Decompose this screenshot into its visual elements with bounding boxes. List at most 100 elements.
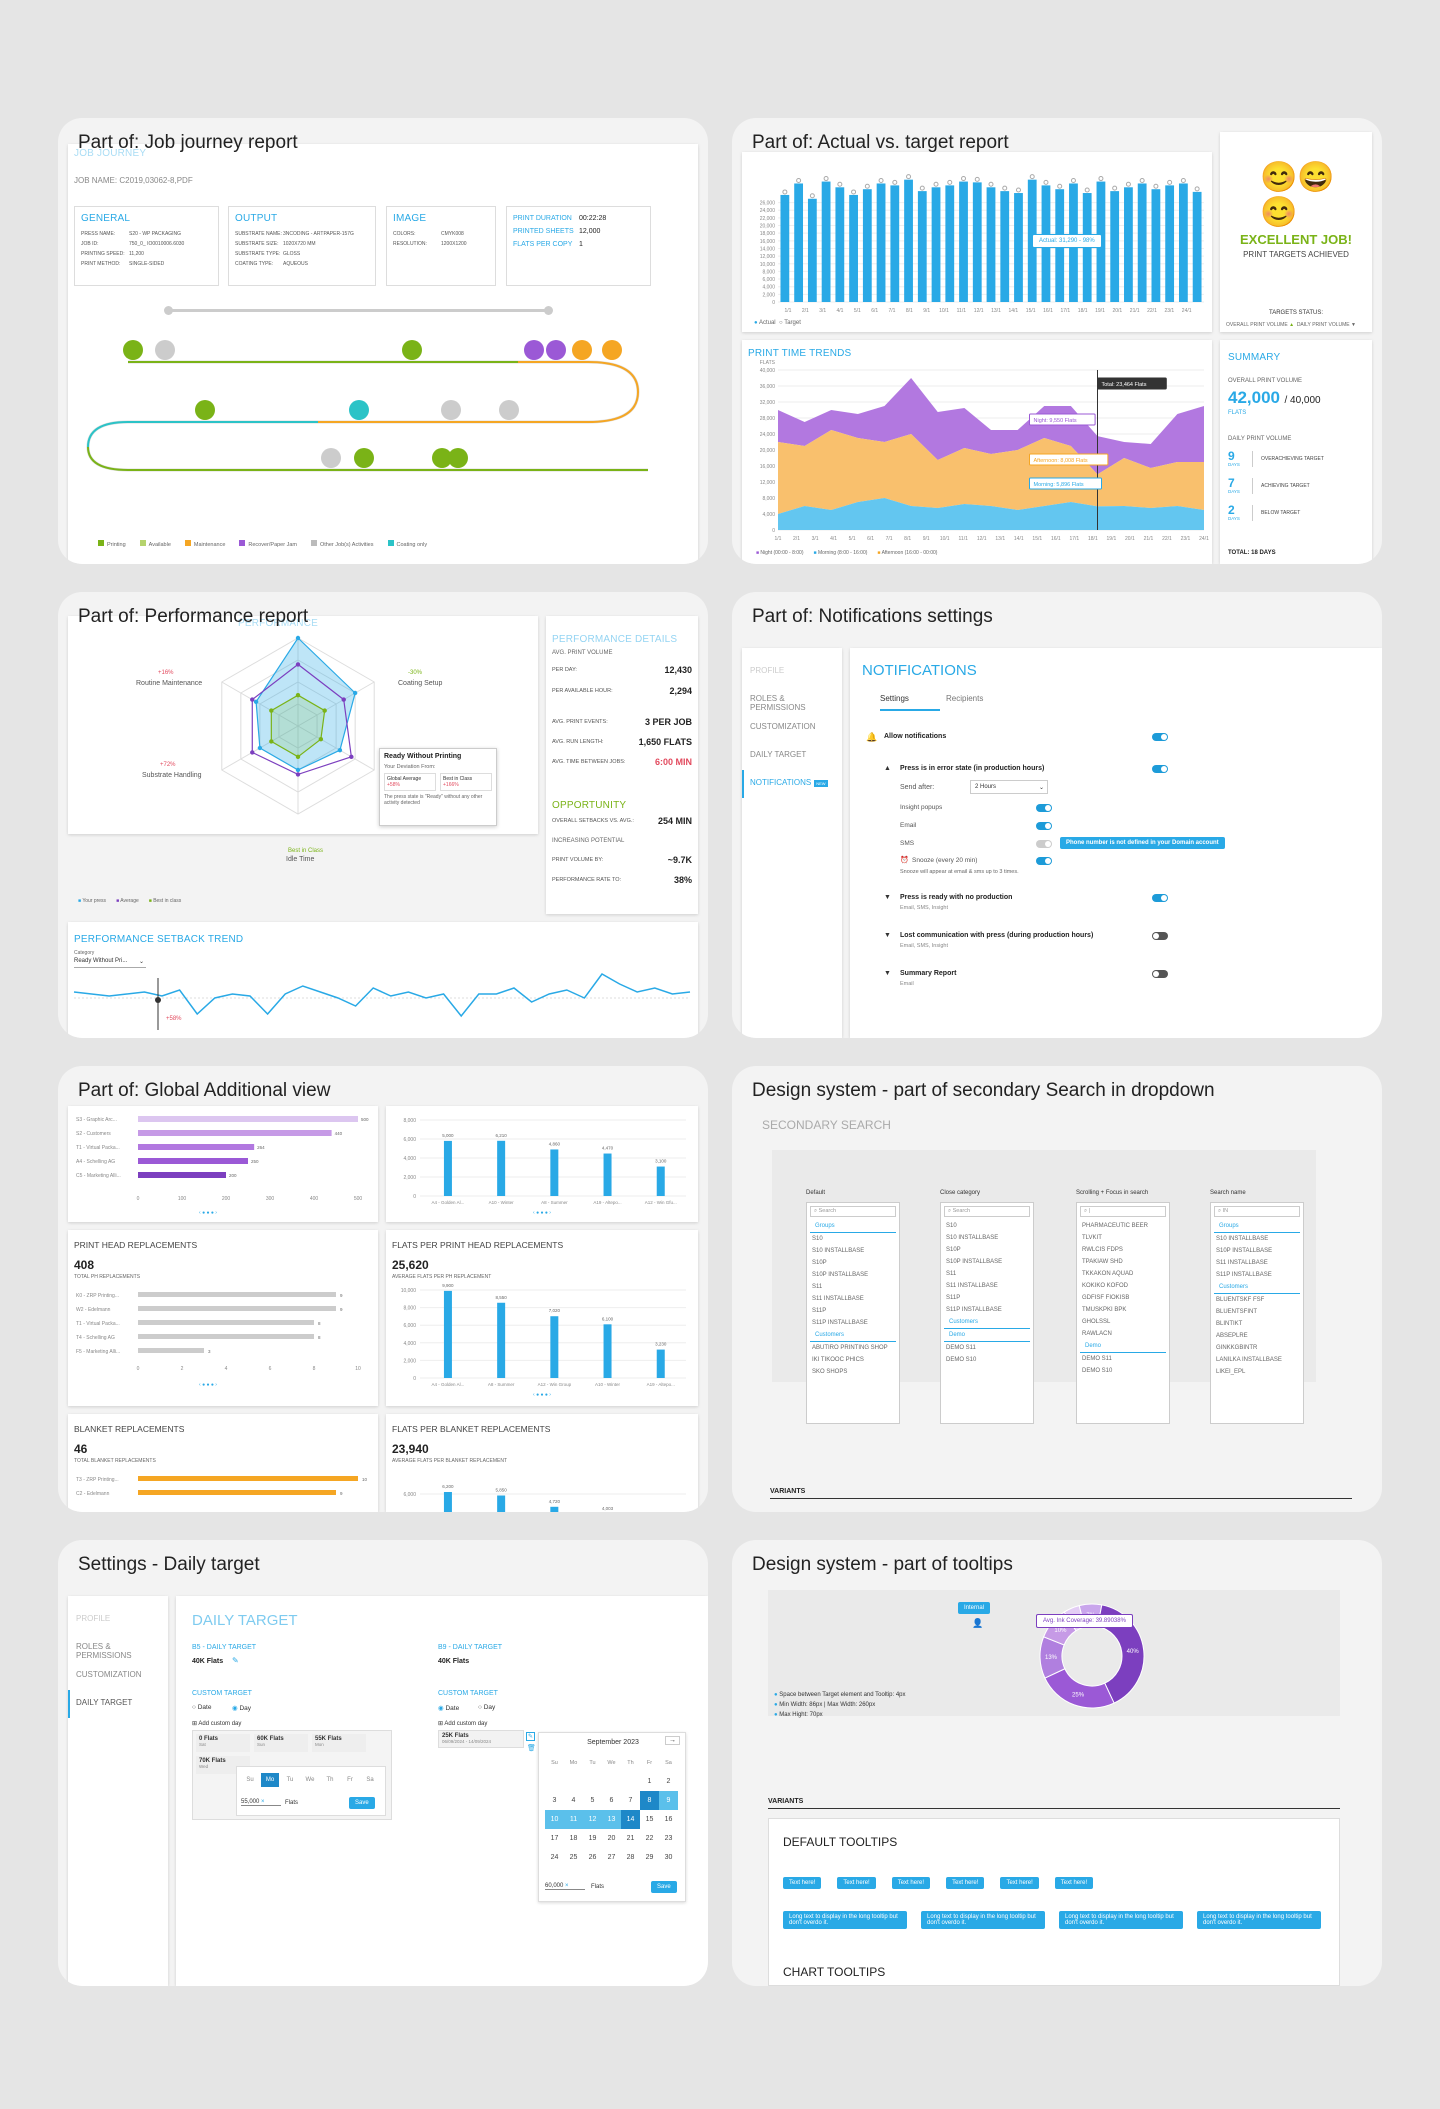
menu-item[interactable]: CUSTOMIZATION: [76, 1670, 142, 1679]
list-item[interactable]: TKKAKON AQUAD: [1082, 1271, 1134, 1277]
group-header[interactable]: Customers: [810, 1329, 896, 1342]
tab-settings[interactable]: Settings: [880, 694, 940, 711]
cal-day[interactable]: 7: [628, 1797, 633, 1804]
group-header[interactable]: Customers: [944, 1316, 1030, 1329]
list-item[interactable]: KOKIKO KOFOD: [1082, 1283, 1129, 1289]
cal-day[interactable]: 4: [571, 1797, 576, 1804]
allow-toggle[interactable]: [1152, 733, 1168, 741]
list-item[interactable]: S10: [812, 1236, 823, 1242]
cal-day[interactable]: 19: [588, 1835, 597, 1842]
insight-toggle[interactable]: [1036, 804, 1052, 812]
save-button[interactable]: Save: [349, 1797, 375, 1809]
list-item[interactable]: BLUENTSKF FSF: [1216, 1297, 1265, 1303]
menu-item[interactable]: DAILY TARGET: [68, 1690, 168, 1718]
list-item[interactable]: S10P: [946, 1247, 961, 1253]
list-item[interactable]: S10P INSTALLBASE: [1216, 1248, 1273, 1254]
list-item[interactable]: LIKEI_EPL: [1216, 1369, 1246, 1375]
error-toggle[interactable]: [1152, 765, 1168, 773]
list-item[interactable]: TPAKIAW SHD: [1082, 1259, 1123, 1265]
cal-day[interactable]: 27: [607, 1854, 616, 1861]
search-input[interactable]: ⌕ IN: [1214, 1206, 1300, 1217]
left-add-day[interactable]: ⊞ Add custom day: [192, 1721, 242, 1727]
scroll-handle-left[interactable]: [164, 306, 173, 315]
group-header[interactable]: Demo: [944, 1329, 1030, 1342]
cal-day[interactable]: 16: [664, 1816, 673, 1823]
send-after-select[interactable]: 2 Hours ⌄: [970, 780, 1048, 794]
list-item[interactable]: ABUTIRO PRINTING SHOP: [812, 1345, 888, 1351]
cal-day[interactable]: 13: [602, 1810, 621, 1829]
cal-save-button[interactable]: Save: [651, 1881, 677, 1893]
list-item[interactable]: S10 INSTALLBASE: [812, 1248, 865, 1254]
menu-item[interactable]: ROLES & PERMISSIONS: [76, 1642, 132, 1660]
list-item[interactable]: S10P INSTALLBASE: [812, 1272, 869, 1278]
cal-day[interactable]: 12: [583, 1810, 602, 1829]
list-item[interactable]: GDFISF FIOKISB: [1082, 1295, 1130, 1301]
category-select[interactable]: Ready Without Pri... ⌄: [74, 956, 146, 968]
day-option[interactable]: Fr: [347, 1777, 353, 1783]
cal-day[interactable]: 21: [626, 1835, 635, 1842]
right-radio-date[interactable]: ◉ Date: [438, 1705, 460, 1712]
sms-toggle[interactable]: [1036, 840, 1052, 848]
list-item[interactable]: RWLCIS FDPS: [1082, 1247, 1123, 1253]
pencil-icon[interactable]: ✎: [232, 1656, 239, 1665]
list-item[interactable]: BLUENTSFINT: [1216, 1309, 1258, 1315]
list-item[interactable]: DEMO S10: [1082, 1368, 1113, 1374]
snooze-toggle[interactable]: [1036, 857, 1052, 865]
day-option[interactable]: We: [305, 1777, 315, 1783]
list-item[interactable]: GINKKGBINTR: [1216, 1345, 1258, 1351]
group-header[interactable]: Customers: [1214, 1281, 1300, 1294]
group-header[interactable]: Demo: [1080, 1340, 1166, 1353]
search-input[interactable]: ⌕ |: [1080, 1206, 1166, 1217]
list-item[interactable]: S11P: [812, 1308, 827, 1314]
cal-day[interactable]: 14: [621, 1810, 640, 1829]
cal-day[interactable]: 23: [664, 1835, 673, 1842]
cal-day[interactable]: 5: [590, 1797, 595, 1804]
calendar-prev-icon[interactable]: →: [665, 1736, 680, 1745]
list-item[interactable]: DEMO S10: [946, 1357, 977, 1363]
day-option[interactable]: Sa: [366, 1777, 374, 1783]
notif-toggle[interactable]: [1152, 970, 1168, 978]
cal-day[interactable]: 9: [659, 1791, 678, 1810]
cal-day[interactable]: 18: [569, 1835, 578, 1842]
list-item[interactable]: ABSEPLRE: [1216, 1333, 1248, 1339]
list-item[interactable]: S10P: [812, 1260, 827, 1266]
target-chip[interactable]: 0 Flats Sat: [196, 1734, 250, 1752]
list-item[interactable]: S11: [812, 1284, 823, 1290]
list-item[interactable]: LANILKA INSTALLBASE: [1216, 1357, 1282, 1363]
list-item[interactable]: S11 INSTALLBASE: [812, 1296, 864, 1302]
list-item[interactable]: S11 INSTALLBASE: [946, 1283, 998, 1289]
cal-input[interactable]: 60,000 ×: [545, 1883, 585, 1890]
left-radio-date[interactable]: ○ Date: [192, 1704, 212, 1711]
cal-day[interactable]: 15: [645, 1816, 654, 1823]
daily-input[interactable]: 55,000 ×: [241, 1799, 281, 1806]
list-item[interactable]: S10 INSTALLBASE: [1216, 1236, 1269, 1242]
chevron-down-icon[interactable]: ▼: [884, 894, 891, 901]
list-item[interactable]: IKI TIKOOC PHICS: [812, 1357, 864, 1363]
scroll-handle-right[interactable]: [544, 306, 553, 315]
cal-day[interactable]: 3: [552, 1797, 557, 1804]
cal-day[interactable]: 22: [645, 1835, 654, 1842]
menu-item[interactable]: ROLES & PERMISSIONS: [742, 686, 842, 714]
edit-icon[interactable]: ✎: [526, 1732, 535, 1741]
list-item[interactable]: BLINTIKT: [1216, 1321, 1243, 1327]
list-item[interactable]: PHARMACEUTIC BEER: [1082, 1223, 1149, 1229]
menu-item[interactable]: PROFILE: [742, 658, 842, 686]
list-item[interactable]: S11P INSTALLBASE: [1216, 1272, 1272, 1278]
list-item[interactable]: S10: [946, 1223, 957, 1229]
right-add-day[interactable]: ⊞ Add custom day: [438, 1721, 488, 1727]
list-item[interactable]: SKO SHOPS: [812, 1369, 848, 1375]
day-option[interactable]: Th: [326, 1777, 334, 1783]
cal-day[interactable]: 29: [645, 1854, 654, 1861]
menu-item[interactable]: PROFILE: [76, 1614, 111, 1623]
cal-day[interactable]: 17: [550, 1835, 559, 1842]
list-item[interactable]: S10P INSTALLBASE: [946, 1259, 1003, 1265]
menu-item[interactable]: DAILY TARGET: [742, 742, 842, 770]
search-input[interactable]: ⌕ Search: [810, 1206, 896, 1217]
cal-day[interactable]: 25: [569, 1854, 578, 1861]
cal-day[interactable]: 1: [647, 1778, 652, 1785]
chevron-up-icon[interactable]: ▲: [884, 765, 891, 772]
cal-day[interactable]: 24: [550, 1854, 559, 1861]
search-input[interactable]: ⌕ Search: [944, 1206, 1030, 1217]
cal-day[interactable]: 2: [666, 1778, 671, 1785]
cal-day[interactable]: 30: [664, 1854, 673, 1861]
